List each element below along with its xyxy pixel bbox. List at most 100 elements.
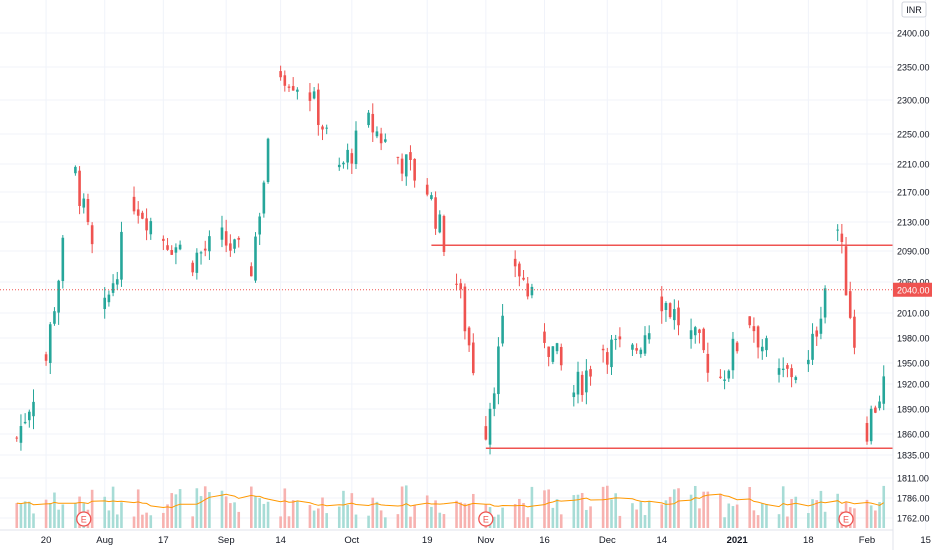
earnings-marker[interactable]: E bbox=[838, 511, 854, 527]
candle-body bbox=[719, 376, 722, 378]
candle-body bbox=[141, 212, 144, 219]
candle-body bbox=[471, 342, 475, 374]
candle-body bbox=[78, 170, 81, 206]
volume-bar bbox=[442, 514, 446, 528]
volume-bar bbox=[606, 485, 609, 528]
volume-bar bbox=[317, 508, 320, 528]
volume-bar bbox=[19, 504, 23, 528]
x-tick-label: 14 bbox=[656, 535, 667, 546]
volume-bar bbox=[551, 507, 555, 528]
candle-body bbox=[346, 149, 349, 163]
volume-bar bbox=[639, 501, 643, 528]
x-tick-label: Aug bbox=[96, 535, 113, 546]
candle-body bbox=[492, 393, 496, 409]
candle-body bbox=[781, 368, 785, 371]
volume-bar bbox=[647, 500, 651, 528]
candle-body bbox=[262, 182, 266, 214]
volume-bar bbox=[518, 498, 521, 528]
volume-bar bbox=[434, 500, 437, 528]
currency-badge[interactable]: INR bbox=[901, 1, 927, 18]
candle-body bbox=[559, 346, 563, 366]
candle-body bbox=[467, 327, 471, 346]
volume-bar bbox=[513, 504, 517, 528]
candle-body bbox=[379, 133, 383, 144]
y-tick-label: 1890.00 bbox=[897, 405, 930, 415]
y-tick-label: 1762.00 bbox=[897, 514, 930, 524]
volume-bar bbox=[430, 506, 433, 528]
volume-bar bbox=[191, 516, 194, 528]
x-tick-label: Oct bbox=[344, 535, 359, 546]
candlesticks[interactable] bbox=[15, 65, 886, 455]
candle-body bbox=[229, 243, 232, 251]
volume-bar bbox=[384, 517, 387, 528]
candle-body bbox=[371, 113, 375, 133]
volume-bar bbox=[409, 516, 412, 528]
candle-body bbox=[178, 244, 182, 250]
volume-bar bbox=[233, 502, 236, 528]
horizontal-levels[interactable] bbox=[431, 244, 893, 450]
y-tick-label: 2010.00 bbox=[897, 309, 930, 319]
earnings-marker[interactable]: E bbox=[478, 511, 494, 527]
candle-body bbox=[442, 216, 446, 252]
volume-bar bbox=[413, 505, 416, 528]
candle-body bbox=[19, 426, 23, 443]
volume-bar bbox=[279, 516, 282, 528]
volume-bar bbox=[756, 515, 760, 528]
y-tick-label: 1811.00 bbox=[897, 474, 929, 484]
volume-bar bbox=[580, 492, 584, 528]
x-tick-label: 19 bbox=[422, 535, 433, 546]
volume-bar bbox=[141, 514, 144, 528]
volume-bar bbox=[53, 492, 56, 528]
volume-bar bbox=[266, 501, 270, 528]
volume-bar bbox=[765, 504, 768, 528]
volume-bar bbox=[459, 502, 463, 528]
x-tick-label: Dec bbox=[599, 535, 616, 546]
volume-bar bbox=[572, 495, 576, 528]
volume-bar bbox=[149, 515, 153, 528]
candle-body bbox=[162, 238, 165, 241]
volume-bar bbox=[735, 504, 739, 528]
candle-body bbox=[513, 258, 517, 267]
volume-bar bbox=[325, 513, 328, 528]
candle-body bbox=[312, 91, 316, 99]
candle-body bbox=[82, 198, 86, 208]
candle-body bbox=[660, 296, 664, 312]
candle-body bbox=[647, 333, 651, 340]
x-tick-label: 20 bbox=[41, 535, 52, 546]
volume-bar bbox=[874, 510, 877, 528]
candle-body bbox=[848, 291, 852, 318]
candle-body bbox=[589, 369, 592, 377]
price-axis[interactable]: 2400.00 2350.00 2300.00 2250.00 2210.00 2170.… bbox=[892, 0, 930, 550]
candle-body bbox=[869, 408, 873, 442]
candle-body bbox=[756, 326, 760, 348]
x-tick-label: 17 bbox=[158, 535, 169, 546]
candle-body bbox=[811, 333, 814, 360]
x-tick-label: Sep bbox=[218, 535, 235, 546]
volume-bar bbox=[90, 489, 94, 528]
candle-body bbox=[643, 335, 647, 354]
volume-bar bbox=[673, 489, 676, 528]
candle-body bbox=[317, 89, 320, 126]
volume-bar bbox=[781, 486, 785, 528]
volume-bar bbox=[748, 487, 752, 528]
volume-bar bbox=[455, 500, 458, 528]
candle-body bbox=[170, 250, 174, 255]
volume-bar bbox=[308, 505, 312, 528]
candle-body bbox=[321, 126, 324, 130]
candle-body bbox=[103, 297, 107, 310]
time-axis[interactable]: 20 Aug 17 Sep 14 Oct 19 Nov 16 Dec 14 2021 18 Feb 15 bbox=[0, 529, 931, 546]
candle-body bbox=[337, 164, 341, 168]
volume-bar bbox=[752, 510, 756, 528]
candle-body bbox=[844, 246, 848, 296]
volume-bar bbox=[195, 488, 199, 528]
candle-body bbox=[107, 294, 111, 303]
candle-body bbox=[132, 196, 136, 212]
volume-bar bbox=[865, 499, 869, 528]
earnings-marker[interactable]: E bbox=[76, 511, 92, 527]
y-tick-label: 2130.00 bbox=[897, 218, 930, 228]
candle-body bbox=[174, 247, 178, 253]
y-tick-label: 1786.00 bbox=[897, 494, 930, 504]
